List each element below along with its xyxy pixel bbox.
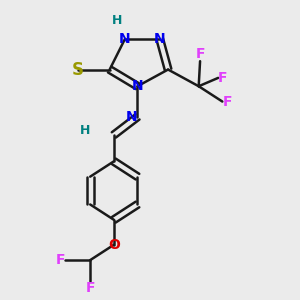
- Text: F: F: [195, 47, 205, 61]
- Text: S: S: [72, 61, 84, 79]
- Text: N: N: [154, 32, 166, 46]
- Text: N: N: [126, 110, 137, 124]
- Text: O: O: [108, 238, 120, 252]
- Text: F: F: [222, 94, 232, 109]
- Text: H: H: [111, 14, 122, 27]
- Text: F: F: [85, 281, 95, 295]
- Text: N: N: [132, 79, 143, 93]
- Text: N: N: [119, 32, 131, 46]
- Text: H: H: [80, 124, 90, 137]
- Text: F: F: [56, 253, 65, 267]
- Text: F: F: [218, 71, 228, 85]
